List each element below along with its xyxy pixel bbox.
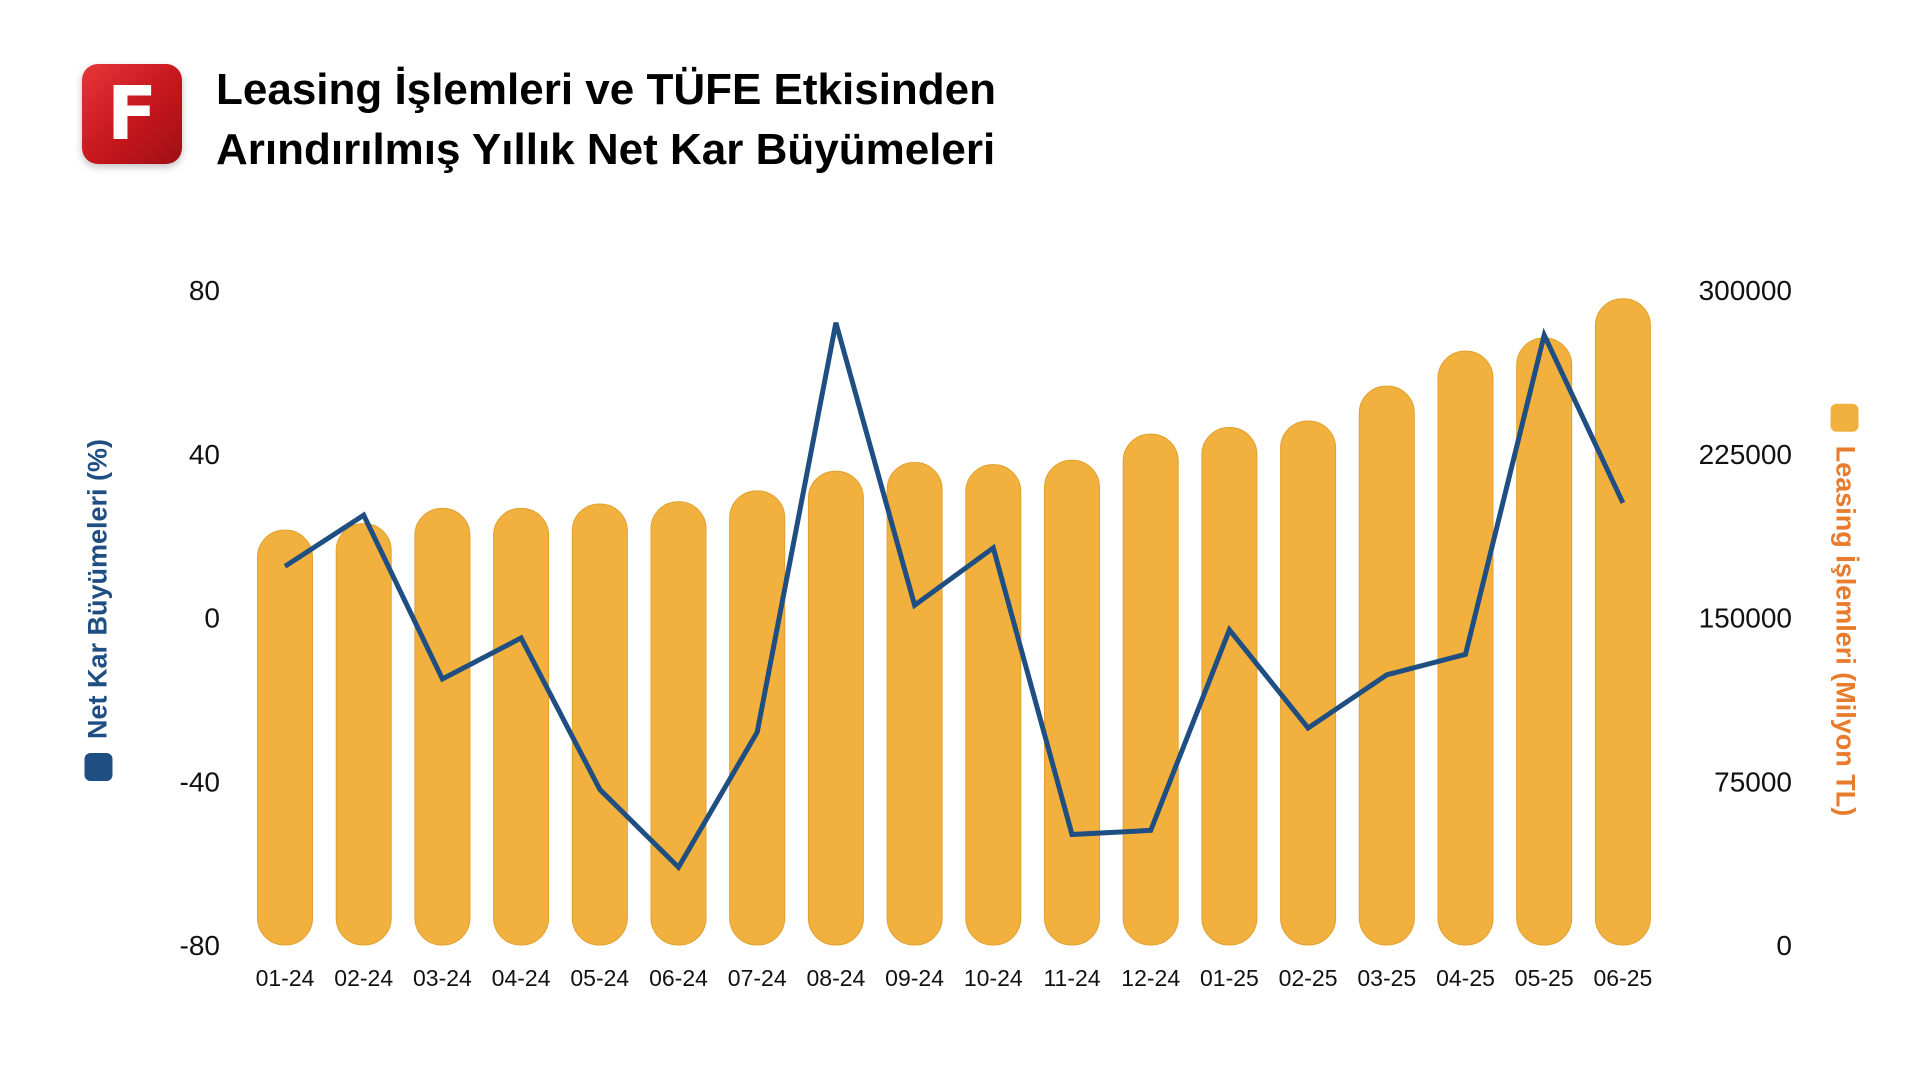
left-tick-label: 80 <box>189 275 220 306</box>
x-tick-label: 02-25 <box>1279 965 1338 991</box>
chart-title: Leasing İşlemleri ve TÜFE Etkisinden Arı… <box>216 60 996 180</box>
x-tick-label: 05-25 <box>1515 965 1574 991</box>
bar-03-24 <box>414 507 471 946</box>
right-axis-label: Leasing İşlemleri (Milyon TL) <box>1830 403 1861 817</box>
net-kar-line <box>283 322 1626 872</box>
right-tick-label: 225000 <box>1699 439 1792 470</box>
bar-01-25 <box>1201 427 1258 946</box>
left-tick-label: -80 <box>180 930 220 961</box>
right-tick-label: 0 <box>1776 930 1792 961</box>
bar-06-24 <box>650 501 707 946</box>
left-tick-label: -40 <box>180 766 220 797</box>
x-tick-label: 01-24 <box>256 965 315 991</box>
bar-03-25 <box>1358 385 1415 946</box>
logo-letter: F <box>106 71 158 157</box>
bar-05-24 <box>571 503 628 946</box>
bar-07-24 <box>729 490 786 946</box>
x-tick-label: 10-24 <box>964 965 1023 991</box>
chart-title-line2: Arındırılmış Yıllık Net Kar Büyümeleri <box>216 125 996 174</box>
right-tick-label: 300000 <box>1699 275 1792 306</box>
bar-06-25 <box>1594 298 1651 946</box>
x-tick-label: 04-25 <box>1436 965 1495 991</box>
bar-01-24 <box>257 529 313 946</box>
x-tick-label: 06-25 <box>1593 965 1652 991</box>
x-tick-label: 01-25 <box>1200 965 1259 991</box>
x-tick-label: 05-24 <box>570 965 629 991</box>
x-tick-label: 11-24 <box>1043 965 1100 991</box>
bar-12-24 <box>1122 433 1179 946</box>
chart-title-line1: Leasing İşlemleri ve TÜFE Etkisinden <box>216 65 997 114</box>
x-tick-label: 09-24 <box>885 965 944 991</box>
left-tick-label: 0 <box>204 603 220 634</box>
bar-09-24 <box>886 461 943 946</box>
x-tick-label: 04-24 <box>492 965 551 991</box>
x-tick-label: 02-24 <box>334 965 393 991</box>
left-axis-label: Net Kar Büyümeleri (%) <box>82 438 114 782</box>
x-tick-label: 12-24 <box>1121 965 1180 991</box>
right-axis-label-text: Leasing İşlemleri (Milyon TL) <box>1830 445 1861 817</box>
bar-11-24 <box>1044 459 1100 946</box>
right-tick-label: 150000 <box>1699 603 1792 634</box>
bar-10-24 <box>965 464 1022 946</box>
bar-02-25 <box>1280 420 1337 946</box>
bar-05-25 <box>1516 337 1573 946</box>
left-axis-label-text: Net Kar Büyümeleri (%) <box>82 438 113 740</box>
bar-04-24 <box>493 507 550 946</box>
line-series-swatch <box>84 753 112 782</box>
x-tick-label: 08-24 <box>806 965 865 991</box>
x-tick-label: 06-24 <box>649 965 708 991</box>
x-tick-label: 03-24 <box>413 965 472 991</box>
right-tick-label: 75000 <box>1714 766 1792 797</box>
bar-08-24 <box>807 470 864 946</box>
left-tick-label: 40 <box>189 439 220 470</box>
bar-series-swatch <box>1831 403 1859 432</box>
bar-02-24 <box>335 523 392 946</box>
x-tick-label: 03-25 <box>1357 965 1416 991</box>
x-tick-label: 07-24 <box>728 965 787 991</box>
brand-logo: F <box>82 64 182 164</box>
